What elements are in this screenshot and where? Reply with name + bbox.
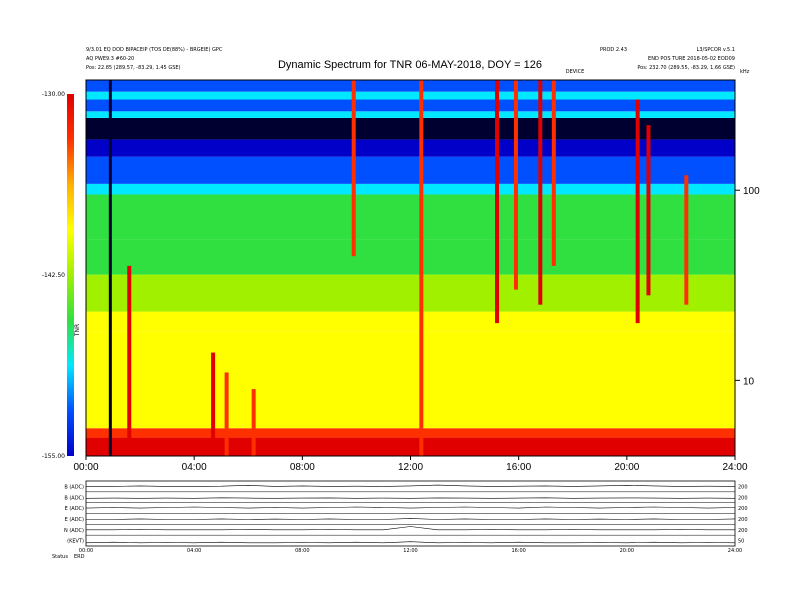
lower-panel-right-label: 200	[738, 506, 748, 512]
frequency-band	[86, 194, 735, 240]
colorbar	[67, 94, 74, 456]
spectrogram	[86, 80, 735, 456]
radio-burst	[684, 175, 689, 305]
x-tick-label: 12:00	[398, 462, 423, 473]
frequency-band	[86, 91, 735, 100]
lower-panel-series	[86, 518, 736, 520]
header-mid-label: DEVICE	[566, 69, 585, 75]
colorbar-tick-label: -155.00	[42, 453, 65, 460]
lower-x-tick-label: 08:00	[295, 548, 309, 554]
chart-title: Dynamic Spectrum for TNR 06-MAY-2018, DO…	[278, 59, 542, 71]
radio-burst	[551, 80, 556, 266]
colorbar-tick-label: -142.50	[42, 272, 65, 279]
header-corner-label: kHz	[740, 69, 750, 75]
frequency-band	[86, 99, 735, 112]
y-axis-ticks: 100 10	[735, 186, 760, 387]
lower-panel-left-label: B (ADC)	[64, 484, 84, 490]
lower-panel-series	[85, 497, 736, 499]
header-right-line1b: L3/SPCOR v.5.1	[697, 47, 735, 53]
lower-x-tick-label: 20:00	[620, 548, 634, 554]
lower-panel-right-label: 50	[738, 539, 744, 545]
header-left-line2: AQ PWE9.3 #60-20	[86, 56, 134, 62]
lower-x-tick-label: 00:00	[79, 548, 93, 554]
lower-x-tick-label: 12:00	[403, 548, 417, 554]
x-tick-label: 04:00	[182, 462, 207, 473]
frequency-band	[86, 311, 735, 332]
footer-left: Status	[52, 554, 68, 560]
lower-panel-left-label: N (ADC)	[64, 528, 84, 534]
header-left-line1: 9/3.01 EQ DOD BIPACEIP (TOS DE(88%) - BR…	[86, 47, 223, 53]
frequency-band	[86, 274, 735, 312]
y-tick-label: 100	[743, 186, 760, 197]
radio-burst	[495, 80, 500, 324]
frequency-band	[86, 331, 735, 429]
frequency-band	[86, 117, 735, 140]
frequency-band	[86, 80, 735, 92]
colorbar-tick-label: -130.00	[42, 91, 65, 98]
lower-panel-left-label: E (ADC)	[65, 517, 84, 523]
lower-x-axis-ticks: 00:00 04:00 08:00 12:00 16:00 20:00 24:00	[79, 548, 742, 554]
header-left-line3: Pos: 22.85 (289.57, -83.29, 1.45 GSE)	[86, 65, 181, 71]
x-tick-label: 24:00	[722, 462, 747, 473]
x-axis-ticks: 00:00 04:00 08:00 12:00 16:00 20:00 24:00	[73, 456, 748, 473]
lower-panel-right-label: 200	[738, 517, 748, 523]
lower-x-tick-label: 04:00	[187, 548, 201, 554]
radio-burst	[251, 389, 256, 456]
x-tick-label: 20:00	[614, 462, 639, 473]
colorbar-ticks: -130.00 -142.50 -155.00	[42, 91, 65, 460]
radio-burst	[635, 99, 640, 324]
lower-panel-left-label: (KEVT)	[67, 539, 84, 545]
colorbar-label: TNR	[74, 324, 81, 337]
radio-burst	[538, 80, 543, 305]
frequency-band	[86, 428, 735, 438]
header-right-line2: END POS TURE 2018-05-02 EOD09	[648, 56, 735, 62]
radio-burst	[419, 80, 424, 456]
radio-burst	[646, 125, 651, 296]
header-right-line1a: PROD 2.43	[600, 47, 627, 53]
radio-bursts	[108, 80, 689, 456]
radio-burst	[513, 80, 518, 290]
frequency-bands	[86, 80, 735, 456]
header-right-line3: Pos: 232.70 (289.55, -83.29, 1.66 GSE)	[637, 65, 735, 71]
lower-panel-series	[86, 484, 736, 487]
radio-burst	[108, 80, 112, 456]
lower-panel-left-label: B (ADC)	[64, 495, 84, 501]
frequency-band	[86, 111, 735, 118]
lower-panel-right-label: 200	[738, 495, 748, 501]
x-tick-label: 08:00	[290, 462, 315, 473]
radio-burst	[127, 265, 132, 456]
radio-burst	[224, 372, 229, 456]
lower-panel-series	[85, 506, 736, 509]
y-tick-label: 10	[743, 376, 755, 387]
frequency-band	[86, 156, 735, 184]
lower-x-tick-label: 24:00	[728, 548, 742, 554]
frequency-band	[86, 437, 735, 456]
footer-right: ERD	[74, 554, 85, 560]
radio-burst	[351, 80, 356, 257]
x-tick-label: 00:00	[73, 462, 98, 473]
frequency-band	[86, 183, 735, 195]
lower-x-tick-label: 16:00	[511, 548, 525, 554]
frequency-band	[86, 239, 735, 275]
lower-panel-series	[86, 526, 735, 531]
x-tick-label: 16:00	[506, 462, 531, 473]
lower-panel-left-label: E (ADC)	[65, 506, 84, 512]
lower-panel-right-label: 200	[738, 528, 748, 534]
frequency-band	[86, 139, 735, 157]
lower-panel-series	[85, 541, 736, 544]
lower-panels: B (ADC) 200 B (ADC) 200 E (ADC) 200 E (ADC) 200…	[64, 484, 748, 544]
radio-burst	[211, 352, 216, 456]
lower-panel-right-label: 200	[738, 484, 748, 490]
